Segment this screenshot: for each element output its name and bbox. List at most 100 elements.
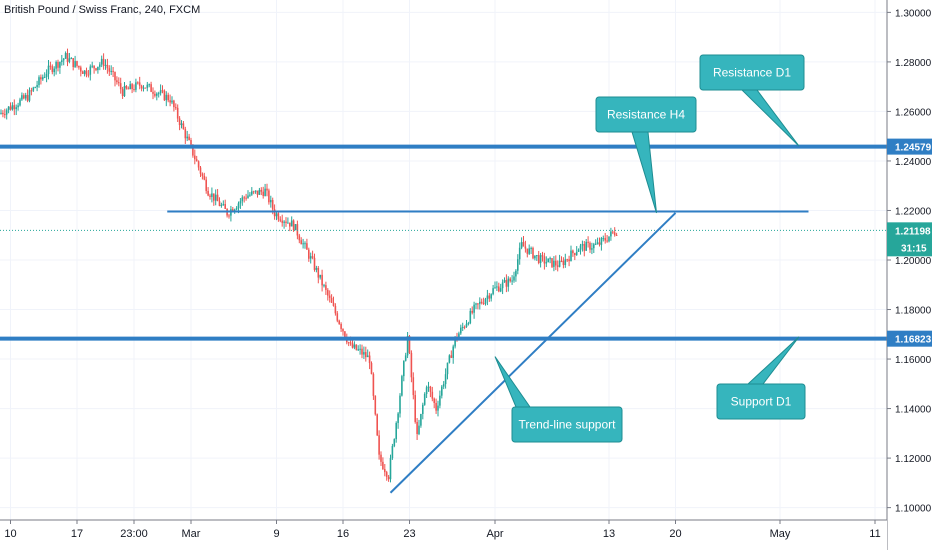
candle-body (205, 179, 207, 191)
candle-body (581, 244, 584, 246)
candle-body (192, 144, 194, 156)
candle-body (583, 244, 586, 251)
candle-body (175, 107, 177, 109)
candle-body (524, 246, 527, 249)
candle-body (370, 363, 373, 375)
price-label-support-d1 (887, 330, 932, 347)
drawing-lines[interactable] (0, 144, 887, 494)
candle-body (363, 352, 365, 355)
candle-body (85, 70, 88, 75)
candle-body (359, 348, 361, 350)
candle-body (161, 90, 164, 92)
annotation-callouts[interactable]: Resistance D1 Resistance H4 Support D1 Tren… (494, 54, 806, 443)
candle-body (545, 262, 548, 264)
candle-body (556, 265, 559, 267)
price-axis[interactable]: 1.30000 1.28000 1.26000 1.24000 1.22000 1.200… (886, 0, 932, 550)
candle-body (566, 259, 568, 261)
candle-body (325, 285, 327, 290)
candle-body (110, 70, 112, 72)
candle-body (553, 260, 555, 267)
candle-body (501, 282, 504, 289)
candle-body (137, 82, 139, 84)
candle-body (99, 64, 101, 67)
candle-body (530, 247, 532, 249)
candle-body (513, 276, 515, 281)
candle-body (353, 344, 356, 348)
time-tick-label: 23 (403, 528, 415, 540)
annotation-pointer (494, 356, 531, 408)
annotation-box (699, 54, 805, 91)
candle-body (270, 200, 272, 203)
candle-body (351, 343, 354, 348)
candle-body (97, 66, 99, 70)
candle-body (156, 93, 158, 96)
candle-body (444, 374, 447, 385)
candle-body (484, 299, 487, 304)
candle-body (13, 105, 16, 110)
candle-body (366, 355, 369, 358)
candle-body (285, 221, 287, 223)
candle-body (365, 352, 367, 358)
candle-body (26, 95, 29, 101)
candle-body (427, 386, 430, 388)
candle-body (290, 220, 293, 227)
candle-body (271, 200, 274, 210)
candle-body (454, 336, 456, 347)
time-tick-label: May (770, 528, 791, 540)
candle-body (543, 256, 546, 264)
candle-body (387, 476, 390, 480)
candle-body (395, 422, 397, 440)
candle-body (281, 220, 283, 223)
candle-body (494, 287, 496, 289)
candle-body (412, 377, 415, 396)
candle-body (539, 255, 542, 263)
annotation-pointer (746, 336, 800, 385)
candle-body (102, 58, 105, 66)
candle-body (435, 402, 437, 411)
candle-body (68, 58, 71, 62)
candle-body (283, 221, 285, 223)
candle-body (40, 77, 42, 80)
candle-body (547, 258, 549, 263)
price-tick-label: 1.16000 (895, 355, 932, 366)
candle-body (528, 248, 530, 254)
candle-body (287, 222, 289, 224)
candle-body (5, 110, 8, 115)
candle-body (596, 242, 599, 244)
candle-body (334, 305, 337, 314)
candle-body (264, 188, 266, 196)
candle-body (38, 77, 40, 86)
candle-body (64, 53, 67, 59)
candle-body (355, 344, 358, 350)
time-axis[interactable]: 10 17 23:00 Mar 9 16 23 Apr 13 20 May 11 (0, 519, 887, 550)
candle-body (460, 327, 462, 334)
candle-body (182, 123, 185, 130)
candle-body (509, 278, 511, 282)
candle-body (503, 280, 506, 283)
candle-body (74, 61, 76, 68)
candle-body (555, 260, 557, 266)
candle-body (408, 335, 411, 353)
candle-body (600, 238, 603, 245)
candle-body (9, 106, 12, 110)
candle-body (91, 65, 93, 67)
candle-body (579, 245, 582, 250)
candle-body (178, 118, 181, 126)
candle-body (72, 58, 74, 68)
candle-body (214, 194, 217, 201)
candle-body (562, 260, 565, 265)
candle-body (344, 331, 346, 338)
candle-body (612, 231, 614, 233)
candle-body (197, 161, 200, 168)
candle-body (317, 267, 320, 278)
candle-body (152, 91, 154, 94)
candle-body (507, 278, 510, 287)
candle-body (49, 65, 52, 67)
price-tick-label: 1.26000 (895, 107, 932, 118)
candle-body (51, 66, 54, 73)
candle-body (532, 247, 534, 259)
candle-body (304, 243, 306, 245)
candle-body (220, 204, 223, 206)
candle-body (249, 194, 251, 196)
